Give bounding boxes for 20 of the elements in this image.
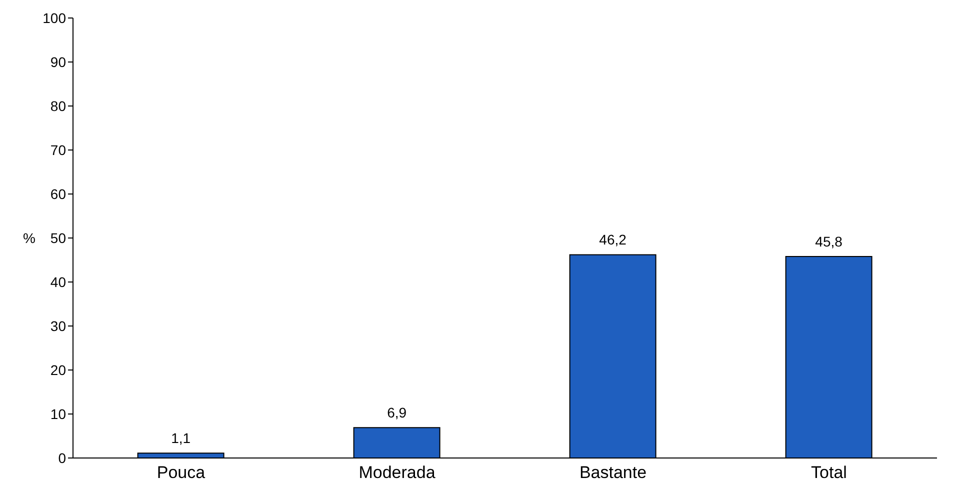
y-tick-label: 100 (42, 10, 66, 26)
y-tick-label: 50 (50, 230, 66, 246)
y-tick-label: 90 (50, 54, 66, 70)
y-tick-label: 20 (50, 362, 66, 378)
x-tick-label: Moderada (358, 463, 436, 482)
y-tick-label: 60 (50, 186, 66, 202)
y-tick-label: 80 (50, 98, 66, 114)
y-tick-label: 0 (58, 450, 66, 466)
x-tick-label: Pouca (156, 463, 206, 482)
x-tick-label: Bastante (579, 463, 647, 482)
y-axis-title: % (23, 230, 36, 246)
data-label: 46,2 (599, 232, 627, 248)
x-tick-label: Total (811, 463, 847, 482)
data-label: 45,8 (815, 233, 843, 250)
data-label: 1,1 (171, 430, 191, 446)
y-tick-label: 10 (50, 406, 66, 422)
y-tick-label: 40 (50, 274, 66, 290)
y-tick-label: 30 (50, 318, 66, 334)
y-tick-label: 70 (50, 142, 66, 158)
data-label: 6,9 (387, 404, 407, 421)
